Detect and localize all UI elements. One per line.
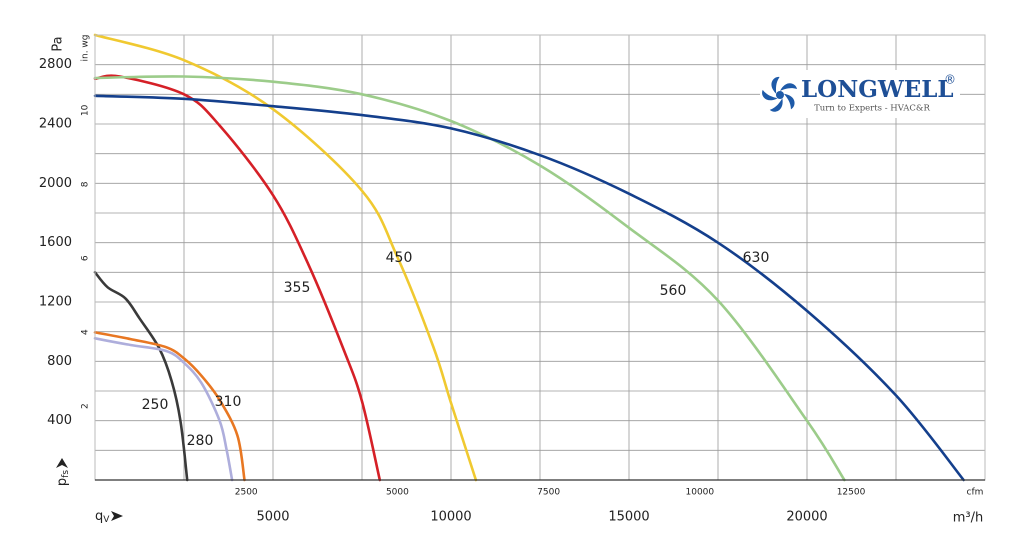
x2-tick-label: 10000	[686, 488, 715, 498]
x2-tick-label: 2500	[235, 488, 258, 498]
curves	[93, 33, 965, 482]
x2-label: cfm	[967, 488, 984, 498]
curve-label: 355	[284, 280, 311, 296]
y-label: Pa	[51, 36, 66, 51]
x-tick-label: 15000	[608, 510, 649, 525]
curve	[93, 337, 234, 482]
curve-label: 280	[187, 433, 214, 449]
y-tick-label: 800	[47, 354, 72, 369]
y2-tick-label: 4	[81, 329, 91, 335]
y-symbol-sub: fs	[61, 470, 71, 478]
curve	[93, 271, 189, 482]
curve	[93, 74, 382, 482]
y-symbol: pfs	[55, 470, 71, 486]
curve	[93, 94, 965, 482]
x-symbol-sub: V	[103, 515, 110, 525]
logo-brand: LONGWELL	[801, 76, 954, 103]
x2-tick-label: 5000	[386, 488, 409, 498]
curve	[93, 331, 246, 482]
x-tick-label: 5000	[256, 510, 289, 525]
y-tick-label: 2800	[39, 57, 72, 72]
curve-label: 250	[142, 397, 169, 413]
logo-bg	[760, 70, 960, 118]
x-tick-label: 10000	[430, 510, 471, 525]
x2-tick-label: 12500	[837, 488, 866, 498]
y-tick-label: 400	[47, 413, 72, 428]
y2-tick-label: 2	[81, 403, 91, 409]
curve-label: 560	[660, 283, 687, 299]
logo-registered: ®	[944, 73, 956, 87]
curve	[93, 33, 478, 482]
y-tick-label: 1200	[39, 295, 72, 310]
y-symbol-base: p	[55, 478, 70, 486]
y2-tick-label: 8	[81, 181, 91, 187]
y-tick-label: 2000	[39, 176, 72, 191]
x-label: m³/h	[953, 511, 984, 526]
x-arrow	[111, 511, 123, 521]
logo: LONGWELL ® Turn to Experts - HVAC&R	[760, 70, 960, 118]
logo-fan	[762, 76, 797, 112]
x2-tick-label: 7500	[537, 488, 560, 498]
x-symbol-base: q	[95, 509, 103, 524]
curve	[93, 75, 846, 482]
y-tick-label: 2400	[39, 117, 72, 132]
y2-label: in. wg	[81, 35, 91, 62]
logo-tagline: Turn to Experts - HVAC&R	[814, 104, 930, 114]
curve-label: 310	[215, 394, 242, 410]
y-arrow	[56, 458, 68, 468]
curve-label: 450	[386, 250, 413, 266]
y-tick-label: 1600	[39, 235, 72, 250]
y2-tick-label: 6	[81, 255, 91, 261]
x-tick-label: 20000	[786, 510, 827, 525]
y2-tick-label: 10	[81, 104, 91, 116]
x-symbol: qV	[95, 509, 110, 525]
curve-label: 630	[743, 250, 770, 266]
